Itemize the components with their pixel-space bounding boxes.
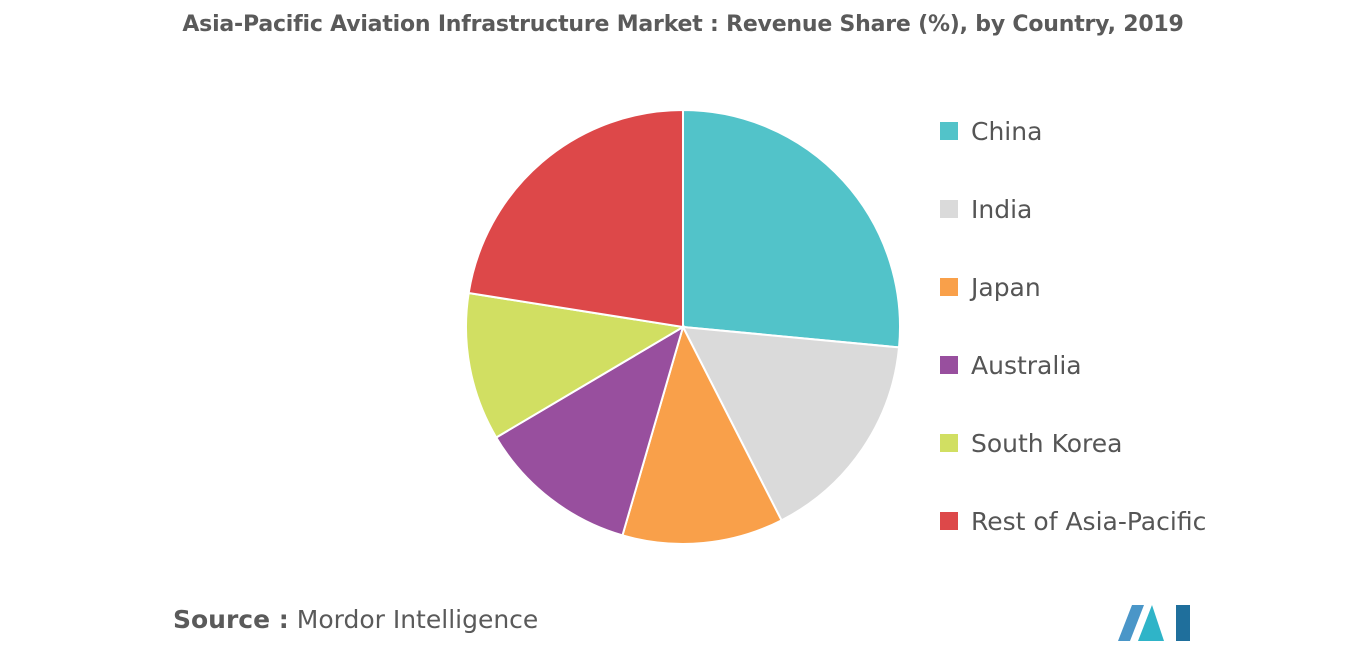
legend-label-south-korea: South Korea — [971, 428, 1123, 458]
legend-swatch-india — [940, 200, 958, 218]
pie-slice-rest-of-asia-pacific — [467, 108, 684, 329]
legend-swatch-japan — [940, 278, 958, 296]
logo-left-stroke — [1118, 605, 1144, 641]
chart-title: Asia-Pacific Aviation Infrastructure Mar… — [182, 12, 1184, 37]
legend-item-australia: Australia — [940, 345, 1082, 385]
pie-slice-china — [682, 108, 901, 349]
logo-right-stroke — [1164, 605, 1190, 641]
legend-item-japan: Japan — [940, 267, 1041, 307]
legend-label-india: India — [971, 194, 1033, 224]
legend-label-rest-of-asia-pacific: Rest of Asia-Pacific — [971, 506, 1207, 536]
legend-label-japan: Japan — [971, 272, 1041, 302]
logo-middle-stroke — [1138, 605, 1164, 641]
mordor-intelligence-logo — [1118, 605, 1190, 641]
legend-item-china: China — [940, 111, 1042, 151]
source-note: Source : Mordor Intelligence — [173, 605, 538, 634]
pie-slice-south-korea — [464, 291, 686, 439]
legend-swatch-rest-of-asia-pacific — [940, 512, 958, 530]
legend-item-south-korea: South Korea — [940, 423, 1122, 463]
legend-swatch-australia — [940, 356, 958, 374]
source-prefix: Source : — [173, 605, 289, 634]
pie-slice-india — [681, 325, 901, 522]
legend-label-china: China — [971, 116, 1043, 146]
legend-label-australia: Australia — [971, 350, 1082, 380]
legend-item-india: India — [940, 189, 1032, 229]
pie-slice-japan — [621, 324, 783, 545]
legend-swatch-south-korea — [940, 434, 958, 452]
legend-item-rest-of-asia-pacific: Rest of Asia-Pacific — [940, 501, 1206, 541]
legend-swatch-china — [940, 122, 958, 140]
source-name: Mordor Intelligence — [296, 605, 539, 634]
pie-slice-australia — [494, 324, 685, 537]
